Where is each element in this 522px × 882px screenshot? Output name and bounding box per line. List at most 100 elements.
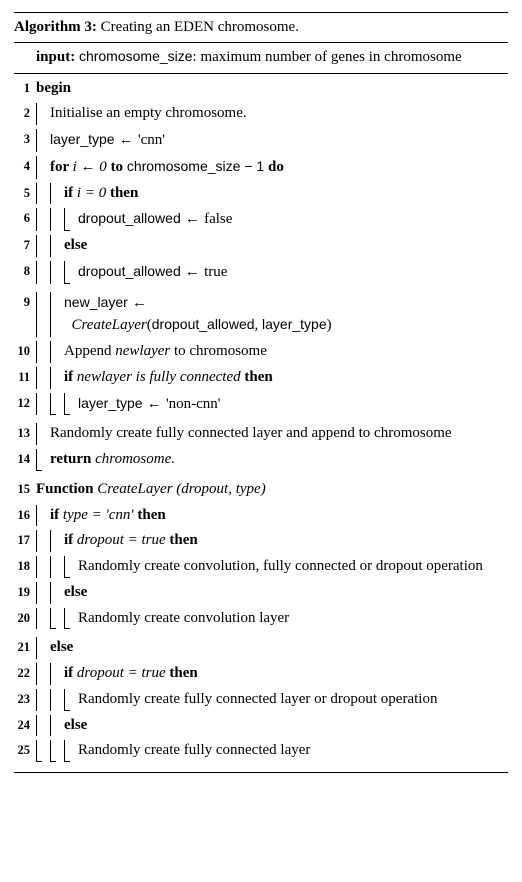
algo-line: 4 for i ← 0 to chromosome_size − 1 do (14, 154, 508, 181)
input-desc: : maximum number of genes in chromosome (193, 49, 462, 65)
expr: chromosome_size − 1 (127, 159, 268, 175)
line-number: 1 (14, 78, 36, 97)
line-number: 11 (14, 367, 36, 386)
algo-line: 9 new_layer ← CreateLayer(dropout_allowe… (14, 290, 508, 340)
line-number: 20 (14, 608, 36, 627)
algo-line: 7 else (14, 233, 508, 259)
algo-line: 6 dropout_allowed ← false (14, 206, 508, 233)
algo-line: 24 else (14, 713, 508, 739)
kw-function: Function (36, 481, 97, 497)
expr: dropout = true (77, 665, 169, 681)
kw-then: then (110, 185, 138, 201)
input-var: chromosome_size (79, 48, 193, 64)
var: new_layer (64, 294, 128, 310)
kw-then: then (169, 532, 197, 548)
var: newlayer (115, 343, 170, 359)
kw-if: if (64, 532, 77, 548)
algo-line: 11 if newlayer is fully connected then (14, 365, 508, 391)
arrow-icon: ← (128, 294, 147, 311)
line-number: 25 (14, 740, 36, 759)
kw-if: if (64, 369, 77, 385)
input-label: input: (36, 49, 75, 65)
kw-to: to (111, 159, 127, 175)
var: chromosome. (95, 451, 175, 467)
algo-line: 20 Randomly create convolution layer (14, 606, 508, 632)
word: to chromosome (170, 343, 267, 359)
word: Append (64, 343, 115, 359)
algo-line: 2 Initialise an empty chromosome. (14, 101, 508, 127)
line-number: 21 (14, 637, 36, 656)
expr: i = 0 (77, 185, 110, 201)
algo-line: 12 layer_type ← 'non-cnn' (14, 391, 508, 418)
val: false (204, 211, 232, 227)
kw-begin: begin (36, 80, 71, 96)
kw-then: then (169, 665, 197, 681)
expr: dropout = true (77, 532, 169, 548)
arrow-icon: ← (115, 131, 138, 148)
arg: layer_type (262, 316, 327, 332)
kw-return: return (50, 451, 95, 467)
line-number: 23 (14, 689, 36, 708)
input-block: input: chromosome_size: maximum number o… (14, 43, 508, 73)
var: dropout_allowed (78, 263, 181, 279)
arrow-icon: ← (143, 395, 166, 412)
line-number: 16 (14, 505, 36, 524)
kw-else: else (64, 717, 87, 733)
line-number: 15 (14, 479, 36, 498)
val: true (204, 264, 227, 280)
algorithm-caption: Creating an EDEN chromosome. (101, 19, 299, 35)
rule-top (14, 12, 508, 13)
algo-line: 22 if dropout = true then (14, 661, 508, 687)
fn-name: CreateLayer (72, 317, 147, 333)
arrow-icon: ← (181, 210, 204, 227)
algo-line: 23 Randomly create fully connected layer… (14, 687, 508, 713)
kw-if: if (64, 665, 77, 681)
line-number: 19 (14, 582, 36, 601)
kw-else: else (50, 639, 73, 655)
expr: type = 'cnn' (63, 507, 137, 523)
kw-if: if (64, 185, 77, 201)
expr: i ← 0 (73, 159, 111, 175)
line-number: 3 (14, 129, 36, 148)
algo-line: 16 if type = 'cnn' then (14, 503, 508, 529)
var: layer_type (50, 131, 115, 147)
algo-line: 21 else (14, 635, 508, 661)
algo-line: 18 Randomly create convolution, fully co… (14, 554, 508, 580)
algo-line: 25 Randomly create fully connected layer (14, 738, 508, 764)
stmt: Initialise an empty chromosome. (50, 103, 508, 125)
algo-line: 5 if i = 0 then (14, 181, 508, 207)
stmt: Randomly create fully connected layer an… (50, 423, 508, 445)
line-number: 17 (14, 530, 36, 549)
algo-line: 19 else (14, 580, 508, 606)
var: dropout_allowed (78, 210, 181, 226)
kw-if: if (50, 507, 63, 523)
algo-line: 8 dropout_allowed ← true (14, 259, 508, 286)
algo-line: 3 layer_type ← 'cnn' (14, 127, 508, 154)
line-number: 22 (14, 663, 36, 682)
stmt: Randomly create fully connected layer or… (78, 689, 508, 711)
val: 'cnn' (138, 132, 165, 148)
line-number: 12 (14, 393, 36, 412)
line-number: 7 (14, 235, 36, 254)
line-number: 10 (14, 341, 36, 360)
stmt: Randomly create fully connected layer (78, 740, 508, 762)
line-number: 8 (14, 261, 36, 280)
algorithm-body: 1 begin 2 Initialise an empty chromosome… (14, 74, 508, 769)
line-number: 24 (14, 715, 36, 734)
kw-then: then (244, 369, 272, 385)
line-number: 6 (14, 208, 36, 227)
var: layer_type (78, 395, 143, 411)
rule-bottom (14, 772, 508, 773)
line-number: 9 (14, 292, 36, 311)
line-number: 14 (14, 449, 36, 468)
algo-line: 17 if dropout = true then (14, 528, 508, 554)
algo-line: 10 Append newlayer to chromosome (14, 339, 508, 365)
line-number: 4 (14, 156, 36, 175)
line-number: 2 (14, 103, 36, 122)
kw-for: for (50, 159, 73, 175)
algo-line: 14 return chromosome. (14, 447, 508, 473)
val: 'non-cnn' (166, 396, 221, 412)
algorithm-title: Algorithm 3: Creating an EDEN chromosome… (14, 15, 508, 42)
arrow-icon: ← (181, 263, 204, 280)
algo-line: 13 Randomly create fully connected layer… (14, 421, 508, 447)
